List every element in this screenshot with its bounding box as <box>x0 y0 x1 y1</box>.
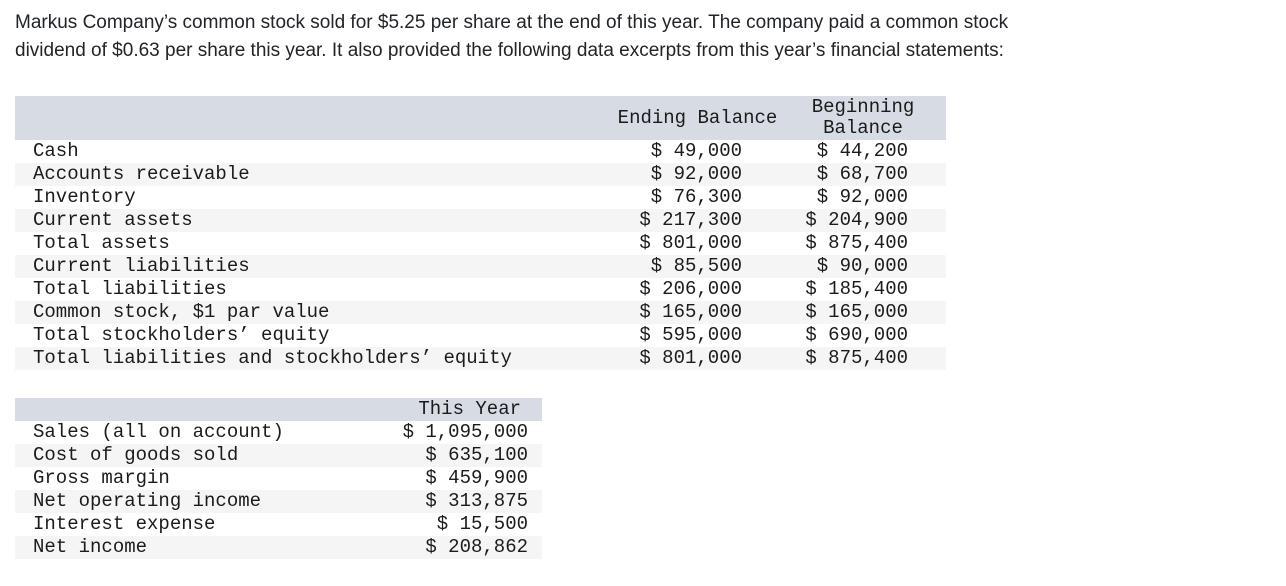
table-row: Interest expense $ 15,500 <box>15 513 542 536</box>
row-label: Common stock, $1 par value <box>33 301 330 323</box>
ending-balance-value: $ 165,000 <box>639 301 742 323</box>
row-label: Total stockholders’ equity <box>33 324 330 346</box>
this-year-value: $ 208,862 <box>425 536 528 558</box>
beginning-balance-value: $ 165,000 <box>805 301 908 323</box>
table-row: Common stock, $1 par value $ 165,000 $ 1… <box>15 301 946 324</box>
ending-balance-value: $ 76,300 <box>650 186 742 208</box>
problem-statement-line-1: Markus Company’s common stock sold for $… <box>15 12 1009 33</box>
ending-balance-value: $ 206,000 <box>639 278 742 300</box>
row-label: Current assets <box>33 209 193 231</box>
row-label: Net income <box>33 536 148 558</box>
beginning-balance-value: $ 875,400 <box>805 232 908 254</box>
balance-sheet-rows: Cash $ 49,000 $ 44,200 Accounts receivab… <box>15 140 946 370</box>
ending-balance-value: $ 801,000 <box>639 232 742 254</box>
table-row: Accounts receivable $ 92,000 $ 68,700 <box>15 163 946 186</box>
ending-balance-value: $ 92,000 <box>650 163 742 185</box>
table-row: Cash $ 49,000 $ 44,200 <box>15 140 946 163</box>
balance-sheet-table: Ending Balance Beginning Balance Cash $ … <box>15 96 946 370</box>
row-label: Interest expense <box>33 513 216 535</box>
table-row: Cost of goods sold $ 635,100 <box>15 444 542 467</box>
problem-statement: Markus Company’s common stock sold for $… <box>15 9 1277 65</box>
this-year-value: $ 1,095,000 <box>402 421 528 443</box>
row-label: Cost of goods sold <box>33 444 239 466</box>
beginning-balance-value: $ 875,400 <box>805 347 908 369</box>
row-label: Gross margin <box>33 467 170 489</box>
row-label: Inventory <box>33 186 136 208</box>
row-label: Sales (all on account) <box>33 421 284 443</box>
table-row: Inventory $ 76,300 $ 92,000 <box>15 186 946 209</box>
beginning-balance-value: $ 204,900 <box>805 209 908 231</box>
column-header-beginning-line2: Balance <box>823 117 903 139</box>
beginning-balance-value: $ 92,000 <box>816 186 908 208</box>
beginning-balance-value: $ 185,400 <box>805 278 908 300</box>
income-statement-rows: Sales (all on account) $ 1,095,000 Cost … <box>15 421 542 559</box>
table-row: Net operating income $ 313,875 <box>15 490 542 513</box>
column-header-beginning-balance: Beginning Balance <box>780 97 946 139</box>
row-label: Total assets <box>33 232 170 254</box>
table-row: Total liabilities and stockholders’ equi… <box>15 347 946 370</box>
table-row: Gross margin $ 459,900 <box>15 467 542 490</box>
income-statement-table: This Year Sales (all on account) $ 1,095… <box>15 398 542 559</box>
beginning-balance-value: $ 68,700 <box>816 163 908 185</box>
column-header-this-year: This Year <box>15 398 542 421</box>
ending-balance-value: $ 85,500 <box>650 255 742 277</box>
problem-statement-line-2: dividend of $0.63 per share this year. I… <box>15 40 1004 61</box>
this-year-value: $ 635,100 <box>425 444 528 466</box>
table-row: Total stockholders’ equity $ 595,000 $ 6… <box>15 324 946 347</box>
column-header-ending-balance: Ending Balance <box>617 107 778 129</box>
table-row: Sales (all on account) $ 1,095,000 <box>15 421 542 444</box>
ending-balance-value: $ 217,300 <box>639 209 742 231</box>
this-year-value: $ 15,500 <box>436 513 528 535</box>
balance-sheet-header-row: Ending Balance Beginning Balance <box>15 96 946 140</box>
row-label: Current liabilities <box>33 255 250 277</box>
row-label: Accounts receivable <box>33 163 250 185</box>
beginning-balance-value: $ 690,000 <box>805 324 908 346</box>
column-header-beginning-line1: Beginning <box>811 96 915 118</box>
table-row: Current assets $ 217,300 $ 204,900 <box>15 209 946 232</box>
ending-balance-value: $ 595,000 <box>639 324 742 346</box>
table-row: Net income $ 208,862 <box>15 536 542 559</box>
row-label: Total liabilities and stockholders’ equi… <box>33 347 512 369</box>
table-row: Total assets $ 801,000 $ 875,400 <box>15 232 946 255</box>
row-label: Net operating income <box>33 490 262 512</box>
row-label: Cash <box>33 140 79 162</box>
ending-balance-value: $ 49,000 <box>650 140 742 162</box>
this-year-value: $ 459,900 <box>425 467 528 489</box>
ending-balance-value: $ 801,000 <box>639 347 742 369</box>
this-year-value: $ 313,875 <box>425 490 528 512</box>
table-row: Total liabilities $ 206,000 $ 185,400 <box>15 278 946 301</box>
table-row: Current liabilities $ 85,500 $ 90,000 <box>15 255 946 278</box>
beginning-balance-value: $ 90,000 <box>816 255 908 277</box>
beginning-balance-value: $ 44,200 <box>816 140 908 162</box>
row-label: Total liabilities <box>33 278 227 300</box>
